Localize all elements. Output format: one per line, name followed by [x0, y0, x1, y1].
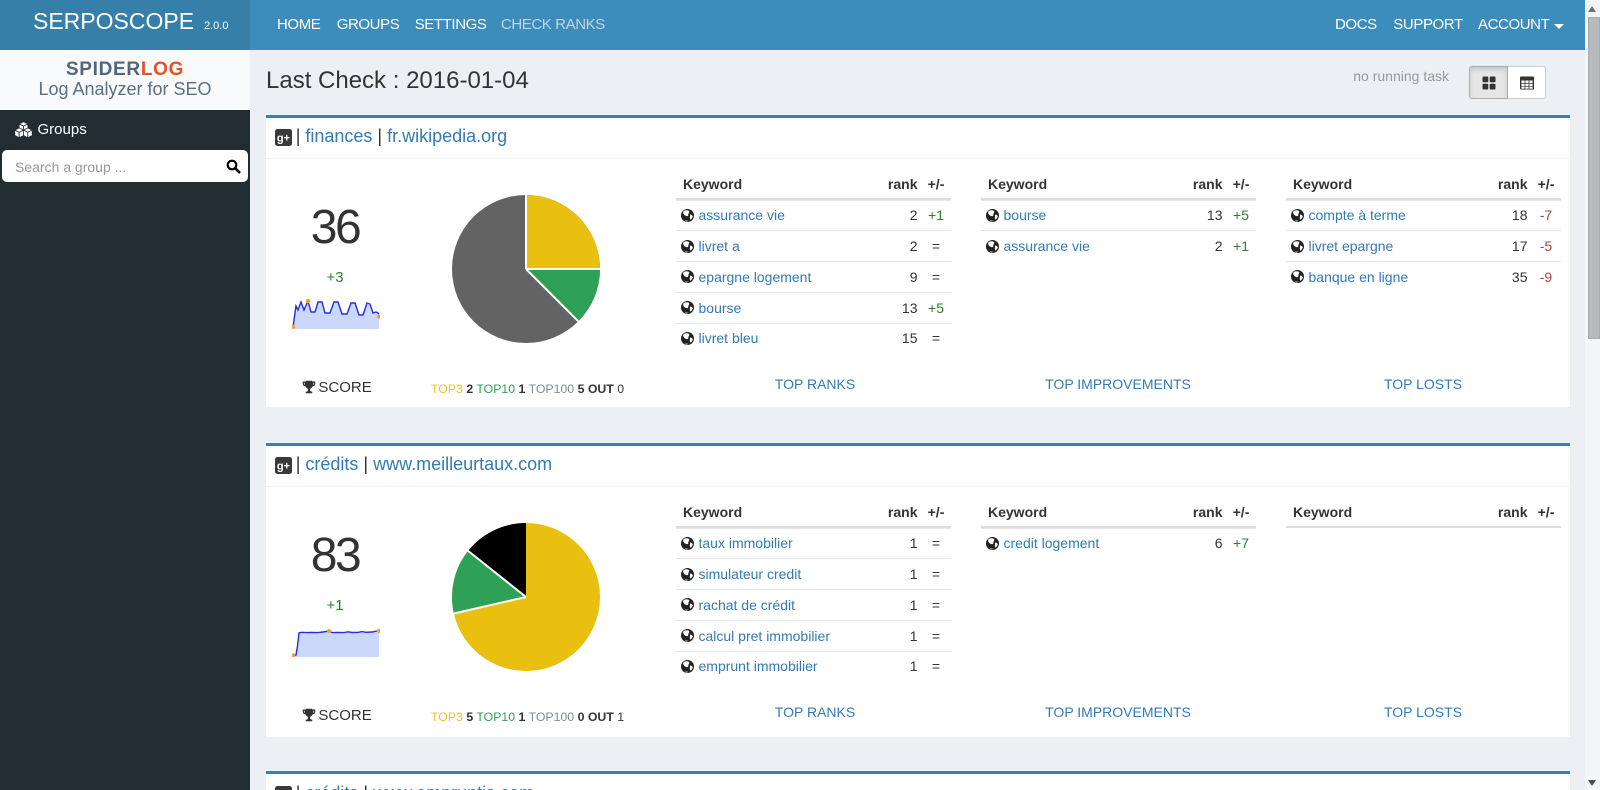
svg-text:g+: g+ — [277, 132, 290, 144]
svg-text:g+: g+ — [277, 460, 290, 472]
